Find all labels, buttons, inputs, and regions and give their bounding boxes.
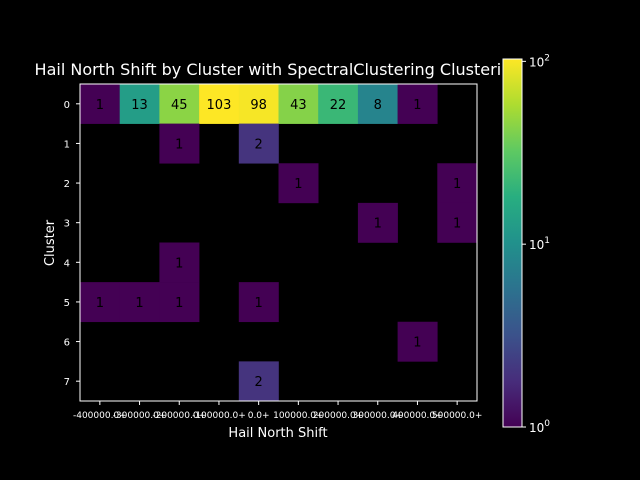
heatmap-cell [159, 123, 200, 164]
cell-value-label: 2 [255, 137, 263, 152]
x-tick-label: 500000.0+ [432, 411, 482, 421]
heatmap-cell [199, 84, 240, 124]
heatmap-cell [80, 282, 120, 323]
cell-value-label: 13 [131, 98, 148, 113]
colorbar-tick-label: 100 [529, 419, 550, 435]
axis-ticks: 01234567-400000.0+-300000.0+-200000.0+-1… [64, 100, 483, 421]
x-tick-label: -300000.0+ [113, 411, 167, 421]
x-tick-label: 100000.0+ [273, 411, 323, 421]
x-tick-label: 0.0+ [248, 411, 270, 421]
heatmap-cell [357, 202, 398, 243]
cell-value-label: 1 [413, 336, 421, 351]
cell-value-label: 1 [255, 296, 263, 311]
y-tick-label: 4 [64, 258, 70, 269]
cell-value-label: 98 [250, 98, 267, 113]
cell-value-label: 1 [374, 217, 382, 232]
x-tick-label: 300000.0+ [353, 411, 403, 421]
cell-value-label: 1 [413, 98, 421, 113]
x-tick-label: 400000.0+ [392, 411, 442, 421]
heatmap-cell [238, 361, 279, 402]
heatmap-cell [278, 84, 319, 124]
y-tick-label: 2 [64, 179, 70, 190]
heatmap-cell [80, 84, 120, 124]
cell-value-label: 103 [207, 98, 232, 113]
x-axis-label: Hail North Shift [228, 426, 327, 441]
heatmap-cell [159, 84, 200, 124]
cell-value-label: 1 [96, 296, 104, 311]
colorbar-tick-label: 102 [529, 53, 550, 69]
x-tick-label: -200000.0+ [152, 411, 206, 421]
heatmap-cell [278, 163, 319, 204]
cell-value-label: 1 [294, 177, 302, 192]
heatmap-cell [238, 282, 279, 323]
cell-value-label: 1 [453, 177, 461, 192]
cell-value-label: 1 [453, 217, 461, 232]
heatmap-cell [119, 84, 160, 124]
chart-title: Hail North Shift by Cluster with Spectra… [35, 60, 522, 79]
colorbar-ticks: 102 101 100 [522, 53, 550, 435]
heatmap-cells: 1 13 45 103 98 43 22 8 1 1 2 1 1 1 1 1 1 1 1 1 1 2 [80, 84, 478, 402]
heatmap-cell [397, 84, 438, 124]
cell-value-label: 43 [290, 98, 307, 113]
y-tick-label: 7 [64, 377, 70, 388]
heatmap-cell [238, 84, 279, 124]
heatmap-cell [357, 84, 398, 124]
heatmap-cell [238, 123, 279, 164]
plot-frame [79, 83, 478, 402]
cell-value-label: 1 [175, 296, 183, 311]
y-tick-label: 0 [64, 100, 70, 111]
colorbar-gradient [502, 58, 523, 428]
y-tick-label: 5 [64, 298, 70, 309]
y-axis-label: Cluster [43, 219, 58, 266]
heatmap-cell [437, 202, 478, 243]
cell-value-label: 1 [135, 296, 143, 311]
cell-value-label: 1 [96, 98, 104, 113]
heatmap-cell [159, 242, 200, 283]
y-tick-label: 6 [64, 338, 70, 349]
cell-value-label: 1 [175, 256, 183, 271]
heatmap-cell [397, 321, 438, 362]
y-tick-label: 1 [64, 139, 70, 150]
cell-value-label: 8 [374, 98, 382, 113]
heatmap-cell [318, 84, 359, 124]
x-tick-label: -100000.0+ [192, 411, 246, 421]
colorbar: 102 101 100 [502, 53, 550, 435]
heatmap-cell [159, 282, 200, 323]
cell-value-label: 22 [330, 98, 347, 113]
colorbar-tick-label: 101 [529, 236, 550, 252]
cell-value-label: 2 [255, 375, 263, 390]
cell-value-label: 45 [171, 98, 188, 113]
x-tick-label: -400000.0+ [73, 411, 127, 421]
cell-value-label: 1 [175, 137, 183, 152]
heatmap-cell [119, 282, 160, 323]
x-tick-label: 200000.0+ [313, 411, 363, 421]
heatmap-cell [437, 163, 478, 204]
y-tick-label: 3 [64, 219, 70, 230]
